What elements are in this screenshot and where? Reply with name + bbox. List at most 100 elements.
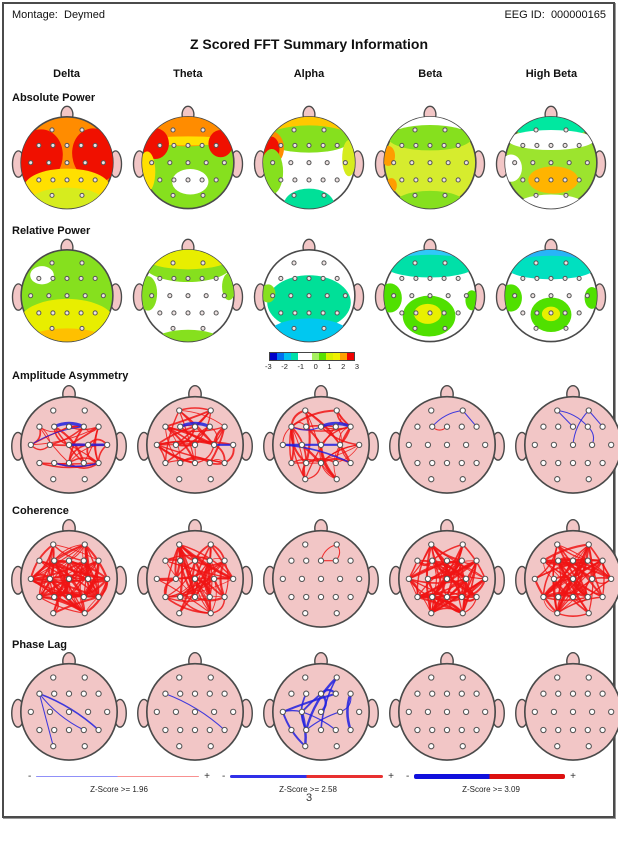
electrode-P4: [320, 310, 326, 316]
electrode-Fz: [64, 142, 70, 148]
electrode-F4: [206, 423, 213, 430]
electrode-F8: [577, 275, 583, 281]
eeg-id-value: 000000165: [550, 9, 606, 21]
electrode-Fp2: [563, 127, 569, 133]
scalebar-tick: -3: [265, 362, 272, 371]
electrode-F3: [534, 142, 540, 148]
electrode-T4: [104, 441, 111, 448]
electrode-T4: [482, 575, 489, 582]
electrode-O2: [79, 192, 85, 198]
electrode-C3: [424, 441, 432, 448]
map-row-phase-lag: [6, 646, 618, 771]
electrode-Cz: [569, 575, 577, 582]
electrode-Fp2: [207, 674, 214, 681]
electrode-Fz: [191, 690, 199, 697]
electrode-F3: [429, 557, 436, 564]
electrode-F7: [288, 557, 295, 564]
topographic-head-map: [253, 105, 365, 210]
electrode-C3: [409, 293, 415, 299]
electrode-C4: [84, 708, 92, 715]
electrode-C3: [550, 708, 558, 715]
electrode-T3: [27, 293, 33, 299]
topographic-head-map: [132, 238, 243, 343]
map-coherence-delta: [6, 513, 132, 638]
electrode-F4: [206, 690, 213, 697]
electrode-Fp2: [459, 541, 466, 548]
electrode-O2: [333, 476, 340, 483]
electrode-T5: [414, 459, 421, 467]
electrode-T5: [399, 177, 405, 183]
electrode-O2: [585, 610, 592, 617]
electrode-T4: [356, 575, 363, 582]
electrode-Fp1: [412, 127, 418, 133]
map-relative-power-high-beta: [491, 233, 611, 352]
electrode-T6: [577, 310, 583, 316]
electrode-F7: [157, 142, 163, 148]
scalebar-segment: [277, 353, 284, 360]
electrode-P4: [206, 593, 213, 601]
electrode-Pz: [65, 459, 73, 467]
map-absolute-power-alpha: [249, 100, 369, 219]
electrode-T5: [520, 310, 526, 316]
electrode-F3: [177, 557, 184, 564]
electrode-Fz: [191, 557, 199, 564]
electrode-Pz: [427, 177, 433, 183]
electrode-C3: [550, 575, 558, 582]
electrode-P3: [171, 310, 177, 316]
electrode-F8: [95, 690, 102, 697]
row-label-absolute-power: Absolute Power: [12, 92, 96, 104]
electrode-Pz: [443, 726, 451, 734]
connectivity-head-map: [389, 384, 505, 494]
scalebar-segment: [347, 353, 354, 360]
row-label-amplitude-asymmetry: Amplitude Asymmetry: [12, 370, 129, 382]
connectivity-head-map: [515, 384, 618, 494]
electrode-Pz: [185, 310, 191, 316]
electrode-Cz: [191, 708, 199, 715]
electrode-T6: [92, 310, 98, 316]
electrode-Fz: [65, 557, 73, 564]
electrode-P3: [303, 593, 310, 601]
z-score-color-scalebar: -3 -2 -1 0 1 2 3: [265, 352, 359, 371]
electrode-Fp2: [333, 541, 340, 548]
electrode-C3: [167, 160, 173, 166]
electrode-T4: [463, 293, 470, 299]
electrode-P3: [177, 726, 184, 734]
montage-field: Montage: Deymed: [12, 9, 105, 21]
electrode-C3: [424, 708, 432, 715]
row-label-coherence: Coherence: [12, 505, 69, 517]
electrode-T5: [278, 177, 284, 183]
electrode-C3: [298, 441, 306, 448]
electrode-T5: [278, 310, 284, 316]
electrode-Pz: [64, 310, 70, 316]
map-row-absolute-power: [6, 100, 612, 219]
electrode-Fp1: [428, 541, 435, 548]
electrode-C4: [210, 575, 218, 582]
electrode-F4: [584, 557, 591, 564]
electrode-O1: [533, 192, 539, 198]
electrode-P4: [332, 459, 339, 467]
electrode-T6: [213, 177, 219, 183]
electrode-P4: [78, 177, 84, 183]
electrode-F8: [473, 557, 480, 564]
electrode-F8: [334, 142, 340, 148]
electrode-Fp1: [412, 260, 418, 266]
electrode-Fp2: [459, 407, 466, 414]
electrode-P3: [49, 310, 56, 316]
electrode-O1: [302, 743, 309, 750]
electrode-Fp2: [79, 260, 85, 266]
electrode-T3: [531, 441, 538, 448]
electrode-Pz: [427, 310, 433, 316]
electrode-Fp1: [533, 127, 539, 133]
map-coherence-theta: [132, 513, 258, 638]
electrode-F4: [320, 142, 326, 148]
electrode-C4: [324, 160, 330, 166]
electrode-F4: [332, 690, 339, 697]
electrode-P3: [303, 726, 310, 734]
electrode-Cz: [548, 293, 554, 299]
electrode-O1: [49, 192, 55, 198]
electrode-Fz: [548, 275, 554, 281]
electrode-Fp1: [533, 260, 539, 266]
electrode-O1: [428, 743, 435, 750]
electrode-P3: [534, 310, 540, 316]
scalebar-segment: [326, 353, 333, 360]
